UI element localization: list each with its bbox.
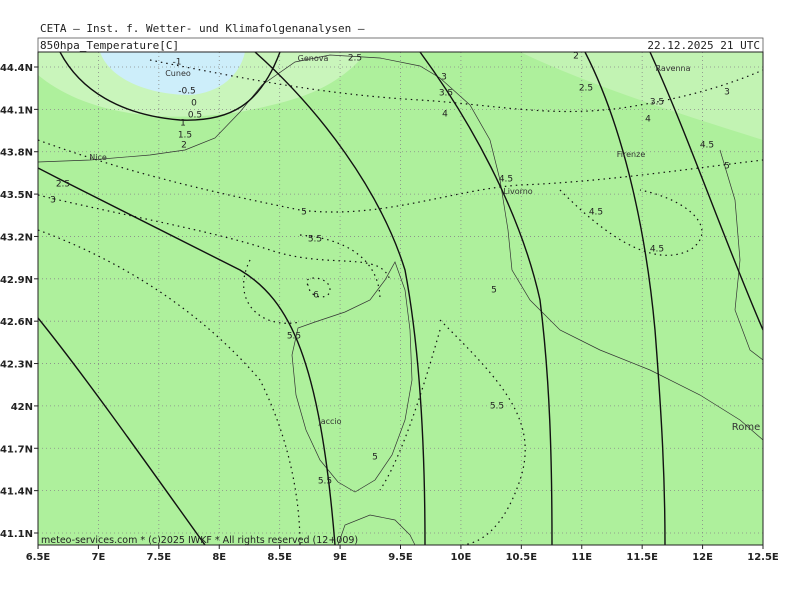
x-tick-label: 11.5E <box>626 552 658 563</box>
contour-label: 3.5 <box>439 89 453 99</box>
place-label: Ravenna <box>656 64 691 73</box>
field-name: 850hpa_Temperature[C] <box>40 39 179 52</box>
contour-label: 2 <box>181 141 187 151</box>
contour-label: 3 <box>724 88 730 98</box>
x-tick-label: 8.5E <box>267 552 292 563</box>
x-tick-label: 7E <box>92 552 106 563</box>
y-tick-label: 41.1N <box>0 529 33 540</box>
contour-label: 5.5 <box>308 235 322 245</box>
isotherm-dotted <box>149 59 763 113</box>
isotherm-dotted <box>306 277 331 298</box>
contour-label: 2.5 <box>348 54 362 64</box>
contour-label: -0.5 <box>178 87 196 97</box>
y-tick-label: 41.7N <box>0 444 33 455</box>
contour-label: 4.5 <box>589 208 603 218</box>
contour-label: 4.5 <box>650 245 664 255</box>
place-label: Rome <box>732 422 761 433</box>
contour-label: 4.5 <box>700 141 714 151</box>
contour-label: 4 <box>442 110 448 120</box>
contour-label: 5 <box>724 162 730 172</box>
cold-area <box>100 52 245 95</box>
contour-label: 5 <box>372 453 378 463</box>
isotherm-dotted <box>559 189 703 256</box>
axes: 6.5E 7E 7.5E 8E 8.5E 9E 9.5E 10E 10.5E 11E 11.5E 12… <box>0 63 779 563</box>
warm-band <box>520 52 763 140</box>
contour-label: 0 <box>191 99 197 109</box>
contour-label: 3 <box>441 73 447 83</box>
contour-label: 4 <box>645 115 651 125</box>
sardinia <box>337 514 416 545</box>
coastline <box>38 54 763 441</box>
contour-label: 5 <box>301 208 307 218</box>
contour-label: 6 <box>313 291 319 301</box>
places: Genova Cuneo Nice Livorno Firenze Ravenn… <box>89 54 760 433</box>
x-tick-label: 10.5E <box>506 552 538 563</box>
contour-label: 5.5 <box>287 332 301 342</box>
y-tick-label: 43.8N <box>0 148 33 159</box>
x-tick-label: 11E <box>571 552 592 563</box>
y-tick-label: 43.2N <box>0 232 33 243</box>
isotherm-dotted <box>38 194 391 281</box>
contour-label: 1.5 <box>178 131 192 141</box>
isotherm <box>649 52 763 331</box>
map-area <box>38 52 763 545</box>
contour-label: 3 <box>50 196 56 206</box>
x-tick-label: 12.5E <box>747 552 779 563</box>
place-label: Livorno <box>503 187 533 196</box>
place-label: Firenze <box>617 150 646 159</box>
x-tick-label: 9E <box>333 552 347 563</box>
isotherm <box>38 317 206 545</box>
footer: meteo-services.com * (c)2025 IWKF * All … <box>41 535 358 546</box>
y-tick-label: 42.6N <box>0 317 33 328</box>
place-label: jaccio <box>317 417 341 426</box>
isotherm <box>254 52 426 545</box>
contour-label: 5.5 <box>490 402 504 412</box>
contour-label: -1 <box>173 58 182 68</box>
isotherm <box>584 52 666 545</box>
contour-label: 4.5 <box>499 175 513 185</box>
place-label: Genova <box>298 54 329 63</box>
background <box>38 52 763 545</box>
contour-label: 5.5 <box>318 477 332 487</box>
isotherm <box>419 52 553 545</box>
x-tick-label: 10E <box>451 552 472 563</box>
y-tick-label: 41.4N <box>0 487 33 498</box>
x-tick-label: 8E <box>212 552 226 563</box>
x-tick-label: 6.5E <box>26 552 51 563</box>
river <box>719 149 763 361</box>
isotherm <box>38 167 336 545</box>
place-label: Cuneo <box>165 69 191 78</box>
x-tick-label: 7.5E <box>147 552 172 563</box>
x-tick-label: 12E <box>692 552 713 563</box>
header-title: CETA — Inst. f. Wetter- und Klimafolgena… <box>40 22 365 35</box>
contour-label: 1 <box>180 119 186 129</box>
contour-label: 2.5 <box>579 84 593 94</box>
isotherm <box>59 52 281 121</box>
contour-label: 2 <box>573 52 579 62</box>
isotherm-dotted <box>379 319 526 545</box>
x-tick-label: 9.5E <box>388 552 413 563</box>
y-tick-label: 43.5N <box>0 190 33 201</box>
y-tick-label: 42N <box>11 402 33 413</box>
y-tick-label: 44.4N <box>0 63 33 74</box>
contour-labels: -1 -0.5 0 0.5 1 1.5 2 2.5 2.5 3 3 3.5 4 … <box>50 52 730 487</box>
valid-time: 22.12.2025 21 UTC <box>647 39 760 52</box>
y-tick-label: 44.1N <box>0 105 33 116</box>
y-tick-label: 42.3N <box>0 360 33 371</box>
place-label: Nice <box>89 153 107 162</box>
y-tick-label: 42.9N <box>0 275 33 286</box>
contour-label: 3.5 <box>650 98 664 108</box>
corsica <box>291 261 413 493</box>
contour-label: 0.5 <box>188 111 202 121</box>
grid <box>38 52 763 545</box>
contour-label: 2.5 <box>56 180 70 190</box>
contour-label: 5 <box>491 286 497 296</box>
